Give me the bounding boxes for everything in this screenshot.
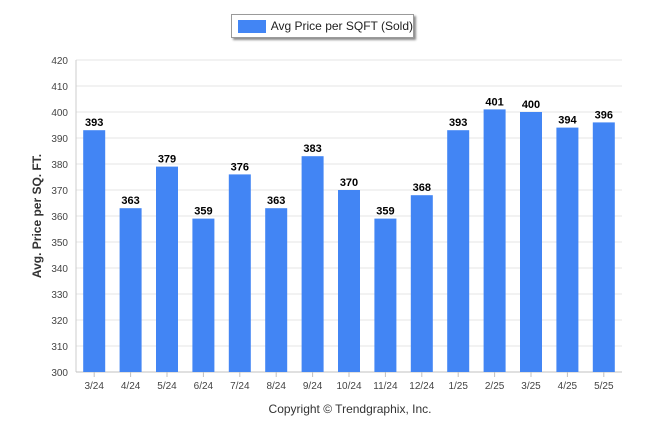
bar (520, 112, 542, 372)
legend-swatch (238, 19, 266, 33)
data-label: 394 (558, 115, 577, 127)
bar (410, 195, 433, 372)
x-tick-label: 8/24 (266, 381, 286, 392)
y-tick-label: 360 (51, 212, 68, 223)
x-tick-label: 3/24 (84, 381, 104, 392)
x-tick-label: 12/24 (409, 381, 434, 392)
data-label: 396 (595, 109, 613, 121)
x-tick-label: 5/24 (157, 381, 177, 392)
bar (301, 156, 324, 372)
x-tick-label: 1/25 (448, 381, 468, 392)
x-tick-label: 10/24 (336, 381, 361, 392)
bar (483, 109, 506, 373)
data-label: 370 (340, 177, 358, 189)
bar (192, 218, 215, 372)
bar (83, 130, 106, 372)
bar (119, 208, 142, 372)
bar (447, 130, 470, 372)
bar (592, 122, 615, 373)
bar (156, 166, 178, 372)
bar (265, 208, 288, 372)
data-label: 393 (85, 117, 103, 129)
y-tick-label: 300 (51, 368, 68, 379)
x-tick-label: 5/25 (594, 381, 614, 392)
y-tick-label: 410 (51, 82, 68, 93)
bar (228, 174, 251, 372)
x-tick-label: 4/24 (121, 381, 141, 392)
data-label: 359 (194, 206, 212, 218)
bar (374, 218, 397, 372)
copyright-footer: Copyright © Trendgraphix, Inc. (268, 402, 432, 416)
y-tick-label: 380 (51, 160, 68, 171)
x-tick-label: 11/24 (373, 381, 398, 392)
x-tick-label: 3/25 (521, 381, 541, 392)
bar (556, 127, 579, 372)
data-label: 376 (231, 161, 249, 173)
y-tick-label: 320 (51, 316, 68, 327)
data-label: 393 (449, 117, 467, 129)
data-label: 368 (413, 182, 431, 194)
y-axis-title: Avg. Price per SQ. FT. (30, 154, 44, 278)
data-label: 363 (121, 195, 139, 207)
data-label: 400 (522, 99, 540, 111)
x-tick-label: 4/25 (558, 381, 578, 392)
y-tick-label: 330 (51, 290, 68, 301)
x-tick-label: 9/24 (303, 381, 323, 392)
bar-chart: 300 310 320 330 340 350 360 370 380 390 400 410 420 A… (30, 56, 622, 392)
x-tick-label: 2/25 (485, 381, 505, 392)
data-label: 359 (376, 206, 394, 218)
data-label: 383 (303, 143, 321, 155)
y-tick-label: 400 (51, 108, 68, 119)
y-tick-label: 350 (51, 238, 68, 249)
bar (338, 190, 360, 372)
y-tick-label: 340 (51, 264, 68, 275)
data-label: 401 (485, 96, 503, 108)
y-tick-label: 420 (51, 56, 68, 67)
y-tick-label: 310 (51, 342, 68, 353)
y-tick-label: 390 (51, 134, 68, 145)
data-label: 379 (158, 154, 176, 166)
legend-label: Avg Price per SQFT (Sold) (270, 19, 413, 33)
y-tick-label: 370 (51, 186, 68, 197)
data-label: 363 (267, 195, 285, 207)
chart-legend: Avg Price per SQFT (Sold) (231, 14, 414, 38)
x-tick-label: 7/24 (230, 381, 250, 392)
x-tick-label: 6/24 (194, 381, 214, 392)
